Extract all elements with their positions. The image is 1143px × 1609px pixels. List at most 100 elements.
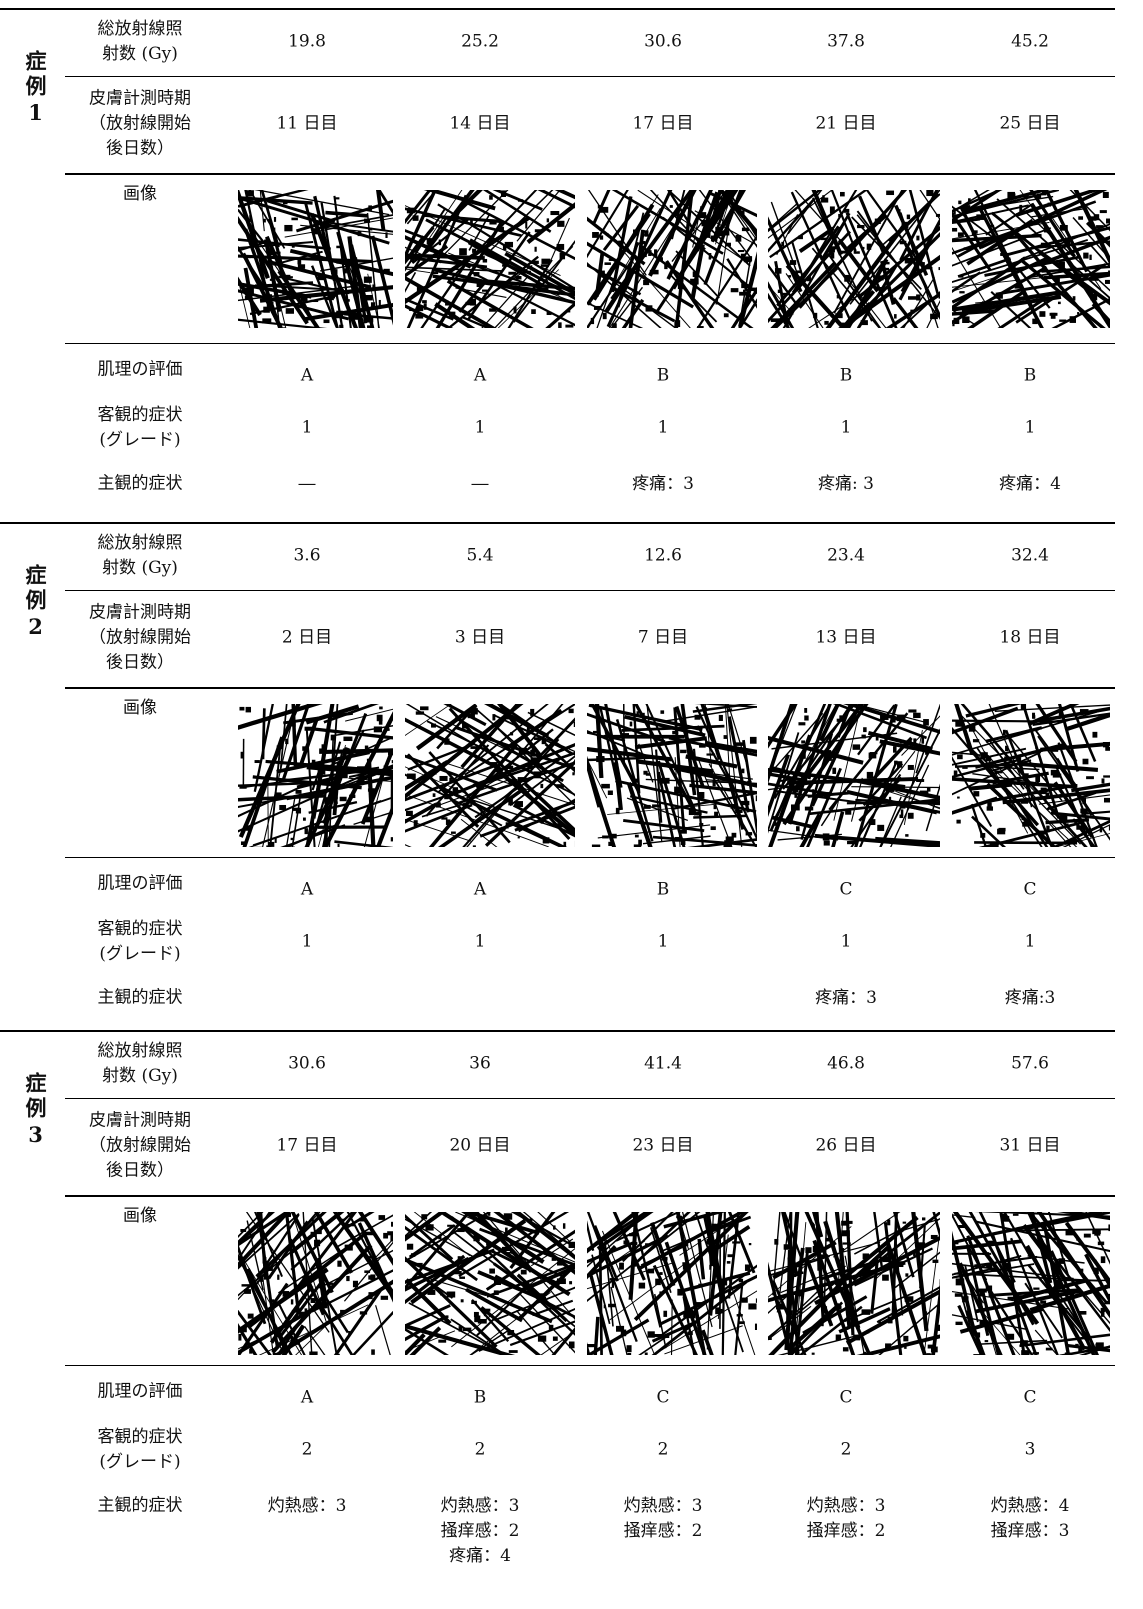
- dose-value: 46.8: [761, 1052, 931, 1077]
- texture-grade: C: [761, 878, 931, 903]
- timing-value: 20 日目: [395, 1134, 565, 1159]
- objective-grade: 1: [578, 930, 748, 955]
- texture-grade: A: [222, 1386, 392, 1411]
- texture-grade: A: [222, 364, 392, 389]
- dose-value: 23.4: [761, 544, 931, 569]
- timing-value: 3 日目: [395, 626, 565, 651]
- row-label: 客観的症状 (グレード): [65, 1425, 215, 1475]
- row-label: 画像: [65, 696, 215, 721]
- skin-image: [534, 130, 799, 396]
- objective-grade: 1: [761, 930, 931, 955]
- subjective-symptom: ―: [222, 472, 392, 497]
- objective-grade: 2: [578, 1438, 748, 1463]
- row-label: 皮膚計測時期 （放射線開始 後日数）: [65, 1109, 215, 1184]
- dose-value: 5.4: [395, 544, 565, 569]
- objective-grade: 2: [222, 1438, 392, 1463]
- subjective-symptom: 灼熱感：3 掻痒感：2 疼痛：4: [395, 1494, 565, 1569]
- objective-grade: 1: [945, 930, 1115, 955]
- timing-value: 23 日目: [578, 1134, 748, 1159]
- dose-value: 37.8: [761, 30, 931, 55]
- case-label: 症例2: [20, 564, 50, 643]
- objective-grade: 1: [222, 930, 392, 955]
- row-label: 総放射線照 射数 (Gy): [65, 1039, 215, 1089]
- row-label: 総放射線照 射数 (Gy): [65, 17, 215, 67]
- texture-grade: B: [578, 878, 748, 903]
- objective-grade: 1: [945, 416, 1115, 441]
- texture-grade: C: [578, 1386, 748, 1411]
- row-label: 画像: [65, 1204, 215, 1229]
- row-label: 肌理の評価: [65, 358, 215, 383]
- objective-grade: 1: [395, 930, 565, 955]
- case-label: 症例1: [20, 50, 50, 129]
- texture-grade: C: [945, 1386, 1115, 1411]
- row-label: 肌理の評価: [65, 1380, 215, 1405]
- dose-value: 25.2: [395, 30, 565, 55]
- subjective-symptom: 疼痛:3: [945, 986, 1115, 1011]
- dose-value: 32.4: [945, 544, 1115, 569]
- subjective-symptom: 灼熱感：4 掻痒感：3: [945, 1494, 1115, 1544]
- rule: [65, 590, 1115, 591]
- row-label: 皮膚計測時期 （放射線開始 後日数）: [65, 87, 215, 162]
- rule: [65, 1098, 1115, 1099]
- timing-value: 7 日目: [578, 626, 748, 651]
- objective-grade: 1: [222, 416, 392, 441]
- objective-grade: 2: [761, 1438, 931, 1463]
- timing-value: 21 日目: [761, 112, 931, 137]
- texture-grade: B: [578, 364, 748, 389]
- timing-value: 31 日目: [945, 1134, 1115, 1159]
- rule: [65, 687, 1115, 689]
- rule: [65, 173, 1115, 175]
- timing-value: 17 日目: [578, 112, 748, 137]
- subjective-symptom: 灼熱感：3 掻痒感：2: [761, 1494, 931, 1544]
- row-label: 客観的症状 (グレード): [65, 917, 215, 967]
- timing-value: 26 日目: [761, 1134, 931, 1159]
- rule: [65, 1365, 1115, 1366]
- timing-value: 11 日目: [222, 112, 392, 137]
- skin-image: [883, 636, 1143, 886]
- rule: [65, 1195, 1115, 1197]
- rule: [65, 76, 1115, 77]
- dose-value: 30.6: [578, 30, 748, 55]
- objective-grade: 3: [945, 1438, 1115, 1463]
- dose-value: 45.2: [945, 30, 1115, 55]
- subjective-symptom: 疼痛：4: [945, 472, 1115, 497]
- skin-image: [701, 128, 975, 396]
- texture-grade: A: [222, 878, 392, 903]
- row-label: 主観的症状: [65, 1494, 215, 1519]
- subjective-symptom: 疼痛: 3: [761, 472, 931, 497]
- texture-grade: C: [761, 1386, 931, 1411]
- texture-grade: B: [761, 364, 931, 389]
- objective-grade: 2: [395, 1438, 565, 1463]
- subjective-symptom: 疼痛：3: [761, 986, 931, 1011]
- dose-value: 3.6: [222, 544, 392, 569]
- timing-value: 17 日目: [222, 1134, 392, 1159]
- dose-value: 12.6: [578, 544, 748, 569]
- row-label: 肌理の評価: [65, 872, 215, 897]
- dose-value: 41.4: [578, 1052, 748, 1077]
- row-label: 主観的症状: [65, 986, 215, 1011]
- rule: [65, 857, 1115, 858]
- objective-grade: 1: [761, 416, 931, 441]
- image-layer: [0, 0, 1143, 1609]
- timing-value: 14 日目: [395, 112, 565, 137]
- objective-grade: 1: [395, 416, 565, 441]
- skin-image: [335, 130, 637, 378]
- timing-value: 18 日目: [945, 626, 1115, 651]
- texture-grade: B: [945, 364, 1115, 389]
- subjective-symptom: 疼痛：3: [578, 472, 748, 497]
- subjective-symptom: 灼熱感：3: [222, 1494, 392, 1519]
- timing-value: 13 日目: [761, 626, 931, 651]
- texture-grade: A: [395, 878, 565, 903]
- texture-grade: C: [945, 878, 1115, 903]
- row-label: 総放射線照 射数 (Gy): [65, 531, 215, 581]
- dose-value: 57.6: [945, 1052, 1115, 1077]
- case-label: 症例3: [20, 1072, 50, 1151]
- dose-value: 36: [395, 1052, 565, 1077]
- row-label: 皮膚計測時期 （放射線開始 後日数）: [65, 601, 215, 676]
- skin-image: [878, 1143, 1143, 1407]
- texture-grade: A: [395, 364, 565, 389]
- texture-grade: B: [395, 1386, 565, 1411]
- rule: [0, 1030, 1115, 1032]
- timing-value: 2 日目: [222, 626, 392, 651]
- dose-value: 19.8: [222, 30, 392, 55]
